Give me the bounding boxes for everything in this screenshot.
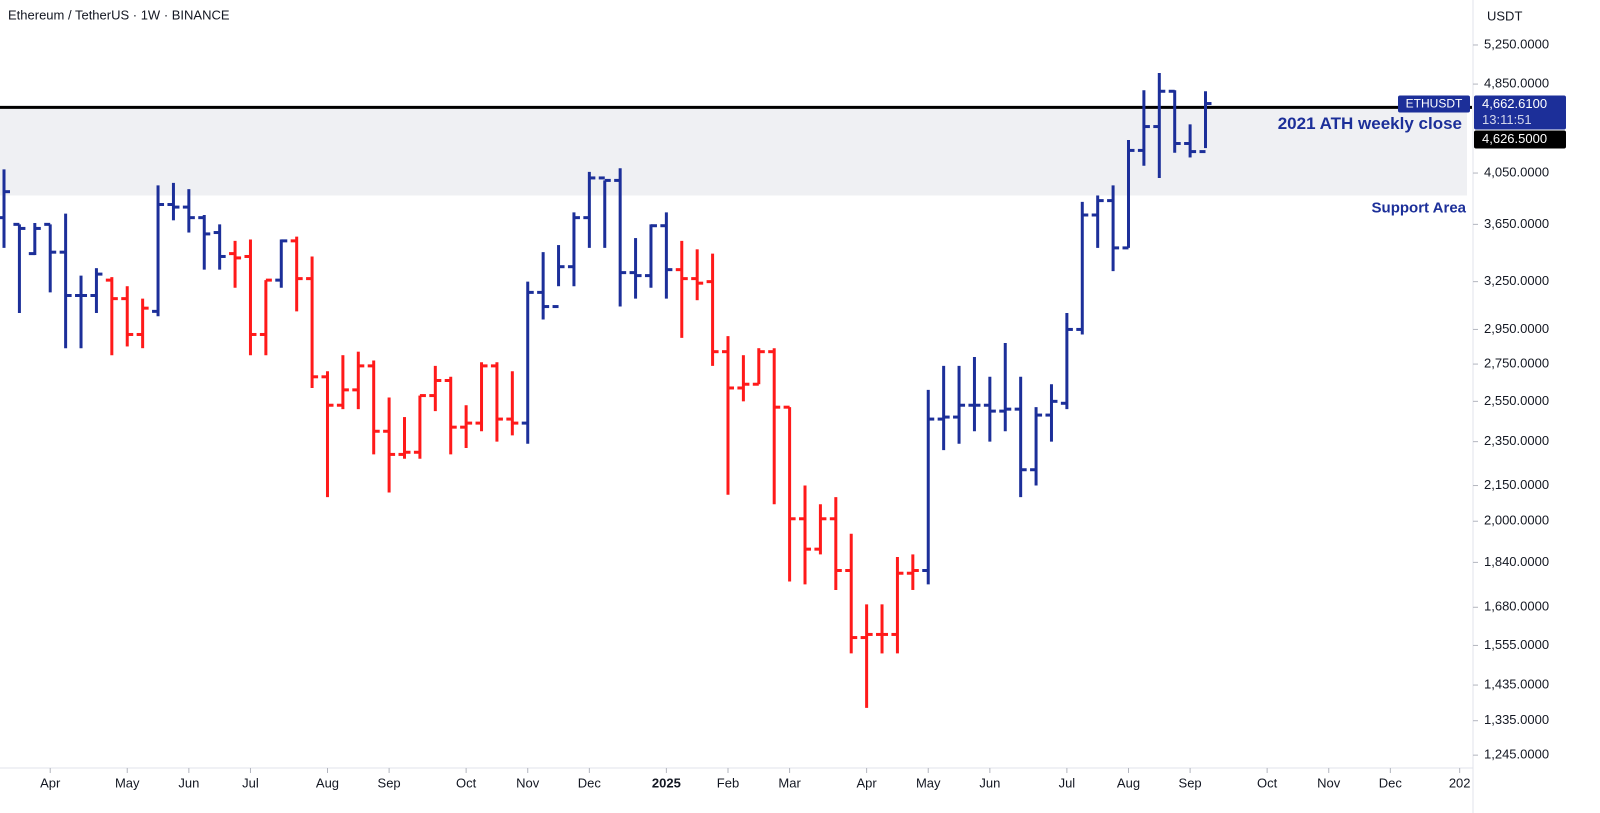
y-tick-label: 4,050.0000 — [1484, 164, 1549, 179]
y-tick-label: 1,680.0000 — [1484, 599, 1549, 614]
x-tick-label: Sep — [1179, 775, 1202, 790]
last-price-label: 4,662.6100 — [1482, 96, 1547, 111]
x-tick-label: Oct — [1257, 775, 1278, 790]
y-tick-label: 4,850.0000 — [1484, 76, 1549, 91]
symbol-label: ETHUSDT — [1406, 97, 1463, 111]
y-tick-label: 1,435.0000 — [1484, 676, 1549, 691]
x-tick-label: Sep — [378, 775, 401, 790]
y-tick-label: 1,840.0000 — [1484, 554, 1549, 569]
x-tick-label: Dec — [1379, 775, 1403, 790]
x-tick-label: Jul — [1059, 775, 1076, 790]
y-tick-label: 2,950.0000 — [1484, 321, 1549, 336]
x-tick-label: Jul — [242, 775, 259, 790]
y-tick-label: 2,750.0000 — [1484, 356, 1549, 371]
x-tick-label: 2025 — [652, 775, 681, 790]
x-tick-label: Nov — [1317, 775, 1341, 790]
level-annotation: 2021 ATH weekly close — [1278, 114, 1462, 133]
x-tick-label: Dec — [578, 775, 602, 790]
y-tick-label: 1,335.0000 — [1484, 712, 1549, 727]
y-tick-label: 3,250.0000 — [1484, 273, 1549, 288]
y-tick-label: 1,245.0000 — [1484, 747, 1549, 762]
symbol-badge — [1398, 95, 1470, 113]
countdown-label: 13:11:51 — [1482, 112, 1532, 127]
chart-title: Ethereum / TetherUS · 1W · BINANCE — [8, 7, 230, 22]
y-tick-label: 2,000.0000 — [1484, 513, 1549, 528]
x-tick-label: 202 — [1449, 775, 1471, 790]
zone-annotation: Support Area — [1372, 199, 1467, 216]
last-price-badge — [1474, 95, 1566, 130]
support-zone — [0, 107, 1467, 196]
x-tick-label: Mar — [778, 775, 801, 790]
y-tick-label: 2,350.0000 — [1484, 433, 1549, 448]
level-label: 4,626.5000 — [1482, 131, 1547, 146]
y-tick-label: 3,650.0000 — [1484, 216, 1549, 231]
currency-label: USDT — [1487, 8, 1522, 23]
y-tick-label: 5,250.0000 — [1484, 36, 1549, 51]
y-tick-label: 2,150.0000 — [1484, 477, 1549, 492]
x-tick-label: Feb — [717, 775, 739, 790]
x-tick-label: May — [115, 775, 140, 790]
x-tick-label: Oct — [456, 775, 477, 790]
x-tick-label: Aug — [316, 775, 339, 790]
x-tick-label: Aug — [1117, 775, 1140, 790]
x-tick-label: Jun — [979, 775, 1000, 790]
y-tick-label: 2,550.0000 — [1484, 393, 1549, 408]
level-badge — [1474, 130, 1566, 149]
x-tick-label: May — [916, 775, 941, 790]
x-tick-label: Jun — [178, 775, 199, 790]
x-tick-label: Nov — [516, 775, 540, 790]
y-tick-label: 1,555.0000 — [1484, 637, 1549, 652]
x-tick-label: Apr — [40, 775, 61, 790]
x-tick-label: Apr — [857, 775, 878, 790]
